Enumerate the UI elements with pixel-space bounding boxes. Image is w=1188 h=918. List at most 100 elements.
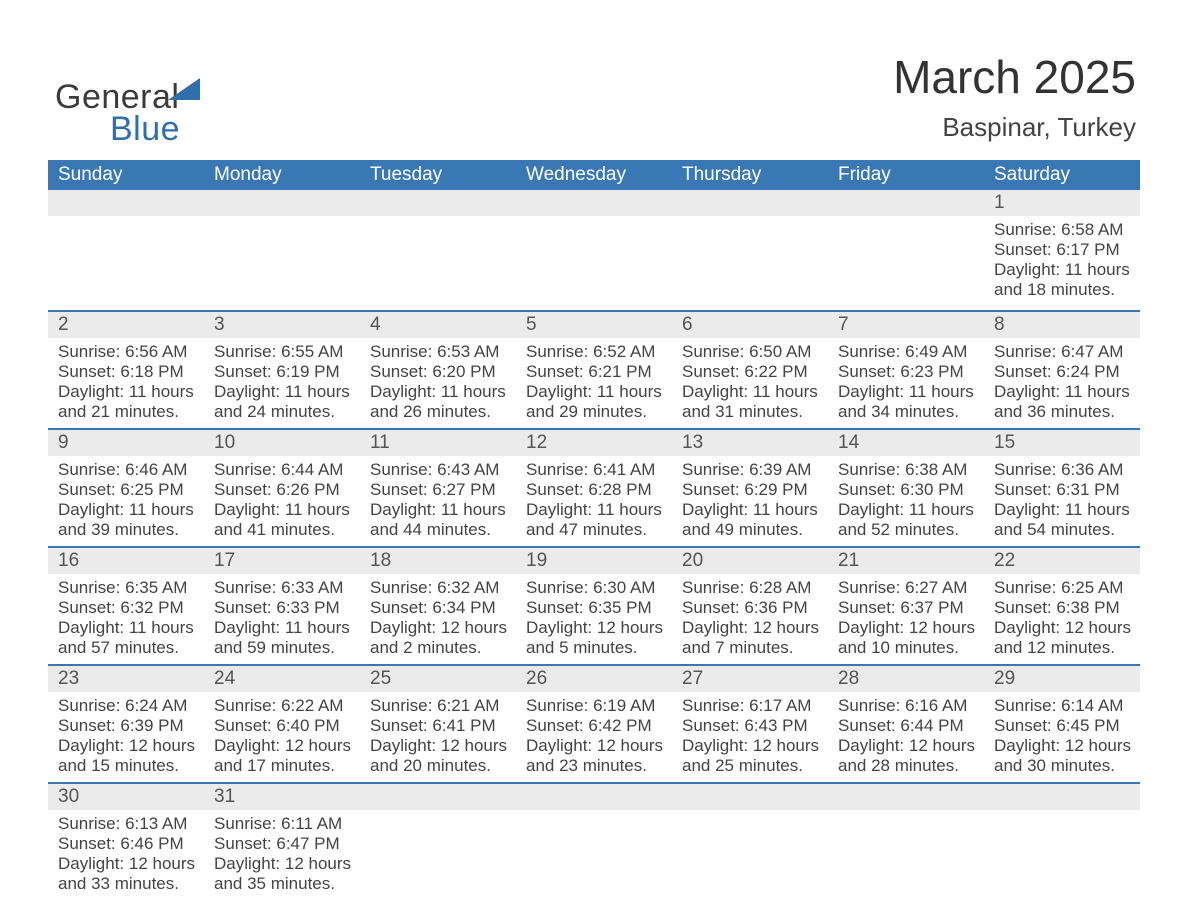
daylight-line-2: and 35 minutes. [214,874,360,894]
sunset-line: Sunset: 6:27 PM [370,480,516,500]
day-content: Sunrise: 6:32 AMSunset: 6:34 PMDaylight:… [360,574,516,664]
sunset-line: Sunset: 6:34 PM [370,598,516,618]
sunset-line: Sunset: 6:24 PM [994,362,1140,382]
weekday-header: Friday [828,164,984,186]
sunrise-line: Sunrise: 6:27 AM [838,578,984,598]
sunset-line: Sunset: 6:17 PM [994,240,1140,260]
daylight-line-1: Daylight: 11 hours [58,382,204,402]
weekday-header: Sunday [48,164,204,186]
daylight-line-1: Daylight: 11 hours [682,500,828,520]
daylight-line-2: and 12 minutes. [994,638,1140,658]
day-number: 25 [360,666,516,692]
daylight-line-2: and 59 minutes. [214,638,360,658]
daylight-line-1: Daylight: 12 hours [682,736,828,756]
day-content: Sunrise: 6:16 AMSunset: 6:44 PMDaylight:… [828,692,984,782]
daylight-line-1: Daylight: 12 hours [838,618,984,638]
sunset-line: Sunset: 6:30 PM [838,480,984,500]
day-content: Sunrise: 6:25 AMSunset: 6:38 PMDaylight:… [984,574,1140,664]
day-number: 13 [672,430,828,456]
day-cell [828,190,984,310]
sunset-line: Sunset: 6:32 PM [58,598,204,618]
day-cell [48,190,204,310]
daylight-line-1: Daylight: 11 hours [214,382,360,402]
sunrise-line: Sunrise: 6:44 AM [214,460,360,480]
day-number: 12 [516,430,672,456]
daylight-line-2: and 31 minutes. [682,402,828,422]
day-cell [672,784,828,904]
daylight-line-2: and 20 minutes. [370,756,516,776]
sunset-line: Sunset: 6:39 PM [58,716,204,736]
daylight-line-1: Daylight: 12 hours [526,736,672,756]
daylight-line-1: Daylight: 12 hours [526,618,672,638]
day-cell: 4Sunrise: 6:53 AMSunset: 6:20 PMDaylight… [360,312,516,428]
day-number: 31 [204,784,360,810]
day-cell: 26Sunrise: 6:19 AMSunset: 6:42 PMDayligh… [516,666,672,782]
daylight-line-1: Daylight: 12 hours [370,736,516,756]
sunrise-line: Sunrise: 6:30 AM [526,578,672,598]
day-number [360,784,516,810]
sunrise-line: Sunrise: 6:25 AM [994,578,1140,598]
day-cell: 1Sunrise: 6:58 AMSunset: 6:17 PMDaylight… [984,190,1140,310]
day-cell: 31Sunrise: 6:11 AMSunset: 6:47 PMDayligh… [204,784,360,904]
day-cell: 5Sunrise: 6:52 AMSunset: 6:21 PMDaylight… [516,312,672,428]
calendar: Sunday Monday Tuesday Wednesday Thursday… [48,160,1140,904]
sunrise-line: Sunrise: 6:47 AM [994,342,1140,362]
day-number: 7 [828,312,984,338]
day-content: Sunrise: 6:21 AMSunset: 6:41 PMDaylight:… [360,692,516,782]
day-content: Sunrise: 6:13 AMSunset: 6:46 PMDaylight:… [48,810,204,900]
day-content [516,216,672,310]
day-number: 4 [360,312,516,338]
day-number: 23 [48,666,204,692]
page: General Blue March 2025 Baspinar, Turkey… [0,0,1188,918]
daylight-line-2: and 7 minutes. [682,638,828,658]
day-content [48,216,204,310]
day-number: 8 [984,312,1140,338]
day-cell: 27Sunrise: 6:17 AMSunset: 6:43 PMDayligh… [672,666,828,782]
daylight-line-1: Daylight: 12 hours [682,618,828,638]
sunrise-line: Sunrise: 6:22 AM [214,696,360,716]
sunrise-line: Sunrise: 6:11 AM [214,814,360,834]
day-number: 2 [48,312,204,338]
daylight-line-2: and 49 minutes. [682,520,828,540]
logo: General Blue [55,78,179,117]
sunrise-line: Sunrise: 6:35 AM [58,578,204,598]
sunrise-line: Sunrise: 6:52 AM [526,342,672,362]
sunset-line: Sunset: 6:21 PM [526,362,672,382]
daylight-line-1: Daylight: 11 hours [838,382,984,402]
day-content [828,216,984,310]
day-number: 26 [516,666,672,692]
sunrise-line: Sunrise: 6:17 AM [682,696,828,716]
day-number [516,784,672,810]
day-content: Sunrise: 6:53 AMSunset: 6:20 PMDaylight:… [360,338,516,428]
day-content: Sunrise: 6:46 AMSunset: 6:25 PMDaylight:… [48,456,204,546]
sunrise-line: Sunrise: 6:36 AM [994,460,1140,480]
day-number: 10 [204,430,360,456]
daylight-line-2: and 24 minutes. [214,402,360,422]
daylight-line-2: and 52 minutes. [838,520,984,540]
day-cell: 2Sunrise: 6:56 AMSunset: 6:18 PMDaylight… [48,312,204,428]
day-number: 22 [984,548,1140,574]
day-content: Sunrise: 6:33 AMSunset: 6:33 PMDaylight:… [204,574,360,664]
daylight-line-2: and 44 minutes. [370,520,516,540]
week-row: 1Sunrise: 6:58 AMSunset: 6:17 PMDaylight… [48,190,1140,310]
day-number [204,190,360,216]
sunset-line: Sunset: 6:19 PM [214,362,360,382]
day-cell: 10Sunrise: 6:44 AMSunset: 6:26 PMDayligh… [204,430,360,546]
day-number [984,784,1140,810]
day-content: Sunrise: 6:28 AMSunset: 6:36 PMDaylight:… [672,574,828,664]
day-number: 11 [360,430,516,456]
weekday-header: Wednesday [516,164,672,186]
daylight-line-2: and 17 minutes. [214,756,360,776]
day-number: 15 [984,430,1140,456]
day-number: 3 [204,312,360,338]
daylight-line-1: Daylight: 12 hours [370,618,516,638]
day-content: Sunrise: 6:27 AMSunset: 6:37 PMDaylight:… [828,574,984,664]
logo-triangle-icon [168,78,200,100]
sunset-line: Sunset: 6:44 PM [838,716,984,736]
logo-text-blue: Blue [110,110,180,149]
day-cell: 9Sunrise: 6:46 AMSunset: 6:25 PMDaylight… [48,430,204,546]
day-content: Sunrise: 6:24 AMSunset: 6:39 PMDaylight:… [48,692,204,782]
daylight-line-2: and 21 minutes. [58,402,204,422]
day-cell: 7Sunrise: 6:49 AMSunset: 6:23 PMDaylight… [828,312,984,428]
weekday-header-row: Sunday Monday Tuesday Wednesday Thursday… [48,160,1140,190]
